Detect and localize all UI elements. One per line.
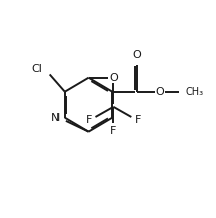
Text: F: F — [135, 115, 141, 125]
Text: F: F — [110, 126, 117, 136]
Text: I: I — [57, 113, 60, 123]
Text: O: O — [109, 73, 118, 83]
Text: N: N — [51, 113, 59, 123]
Text: O: O — [133, 50, 141, 60]
Text: Cl: Cl — [31, 64, 42, 74]
Text: F: F — [85, 115, 92, 125]
Text: CH₃: CH₃ — [186, 87, 204, 97]
Text: O: O — [156, 87, 164, 97]
